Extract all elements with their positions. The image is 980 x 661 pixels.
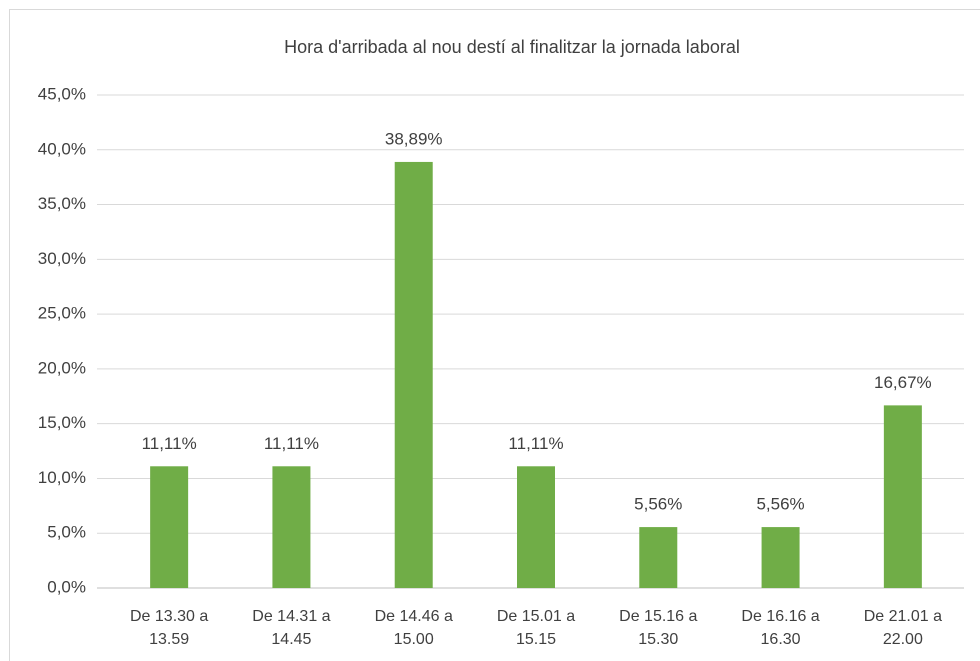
data-label: 38,89% (385, 129, 443, 148)
y-tick-label: 30,0% (38, 249, 86, 268)
x-tick-label: De 15.16 a 15.30 (619, 608, 698, 648)
data-label: 11,11% (264, 434, 319, 453)
y-tick-label: 5,0% (47, 523, 86, 542)
y-tick-label: 40,0% (38, 139, 86, 158)
x-tick-label: De 14.46 a 15.00 (374, 608, 453, 648)
y-tick-label: 0,0% (47, 577, 86, 596)
y-tick-label: 35,0% (38, 194, 86, 213)
bar (761, 527, 800, 588)
data-label: 11,11% (142, 434, 197, 453)
x-tick-label: De 15.01 a 15.15 (496, 608, 576, 648)
x-tick-label: De 21.01 a 22.00 (863, 608, 942, 648)
data-label: 16,67% (874, 373, 932, 392)
x-tick-label: De 13.30 a 13.59 (130, 608, 209, 648)
bar (639, 527, 678, 588)
x-tick-label: De 16.16 a 16.30 (741, 608, 820, 648)
y-tick-label: 45,0% (38, 84, 86, 103)
bar (150, 466, 189, 588)
bar (883, 405, 922, 588)
bar (394, 161, 433, 588)
y-tick-label: 25,0% (38, 304, 86, 323)
chart-title: Hora d'arribada al nou destí al finalitz… (284, 37, 740, 57)
data-label: 5,56% (756, 495, 804, 514)
chart-border (9, 9, 980, 661)
bar (272, 466, 311, 588)
x-tick-label: De 14.31 a 14.45 (252, 608, 331, 648)
data-label: 5,56% (634, 495, 682, 514)
y-tick-label: 20,0% (38, 358, 86, 377)
y-tick-label: 15,0% (38, 413, 86, 432)
y-tick-label: 10,0% (38, 468, 86, 487)
bar (517, 466, 555, 588)
data-label: 11,11% (508, 434, 563, 453)
